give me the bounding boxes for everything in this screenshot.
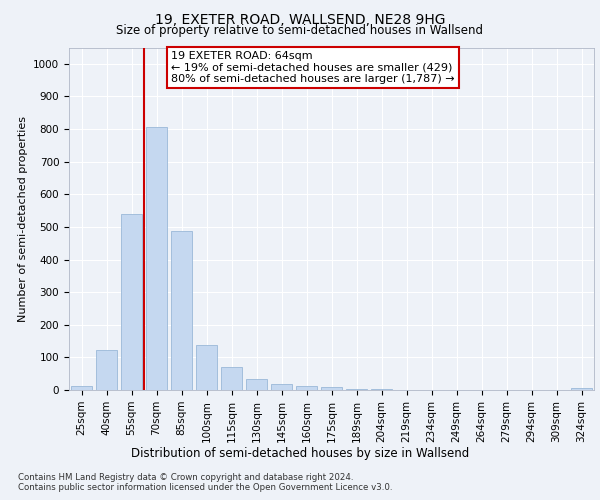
- Bar: [321, 388, 342, 390]
- Bar: [246, 378, 267, 390]
- Bar: [196, 345, 217, 390]
- Y-axis label: Number of semi-detached properties: Number of semi-detached properties: [17, 116, 28, 322]
- Text: Size of property relative to semi-detached houses in Wallsend: Size of property relative to semi-detach…: [116, 24, 484, 37]
- Bar: [346, 388, 367, 390]
- Text: Contains HM Land Registry data © Crown copyright and database right 2024.
Contai: Contains HM Land Registry data © Crown c…: [18, 472, 392, 492]
- Bar: [96, 350, 117, 390]
- Bar: [121, 214, 142, 390]
- Text: 19, EXETER ROAD, WALLSEND, NE28 9HG: 19, EXETER ROAD, WALLSEND, NE28 9HG: [155, 12, 445, 26]
- Bar: [271, 384, 292, 390]
- Text: Distribution of semi-detached houses by size in Wallsend: Distribution of semi-detached houses by …: [131, 448, 469, 460]
- Bar: [71, 386, 92, 390]
- Bar: [221, 367, 242, 390]
- Bar: [171, 231, 192, 390]
- Bar: [146, 127, 167, 390]
- Bar: [571, 388, 592, 390]
- Bar: [296, 386, 317, 390]
- Text: 19 EXETER ROAD: 64sqm
← 19% of semi-detached houses are smaller (429)
80% of sem: 19 EXETER ROAD: 64sqm ← 19% of semi-deta…: [172, 51, 455, 84]
